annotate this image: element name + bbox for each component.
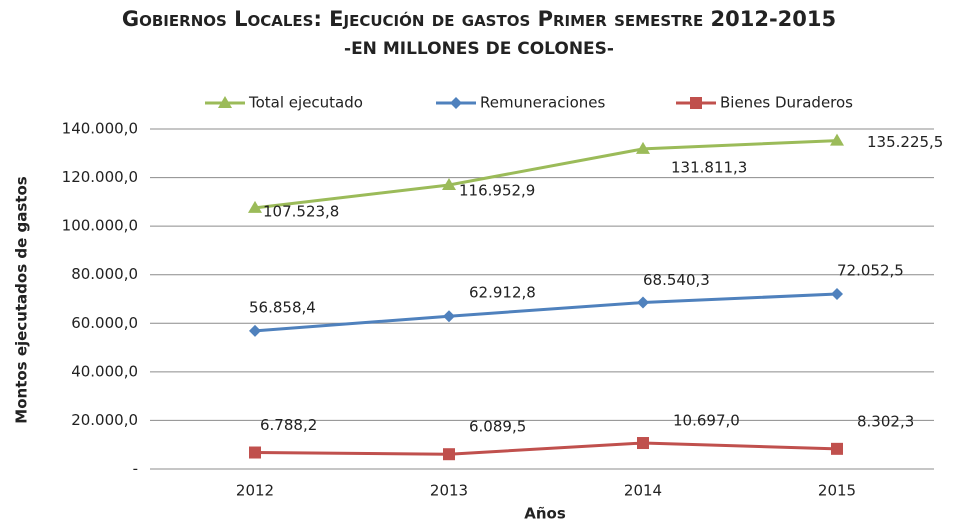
marker [443,310,455,323]
data-label: 72.052,5 [837,262,904,280]
x-axis-label: Años [524,505,566,523]
legend-label: Remuneraciones [480,94,606,112]
series-line [254,292,838,333]
data-label: 135.225,5 [867,133,943,151]
y-axis-label: Montos ejecutados de gastos [13,176,31,423]
marker [637,437,649,450]
marker [831,442,843,455]
marker [636,141,650,154]
marker [830,133,844,146]
data-label: 56.858,4 [249,298,316,316]
y-tick-label: 120.000,0 [62,168,138,186]
data-label: 107.523,8 [263,202,339,220]
data-label: 6.788,2 [260,416,317,434]
chart-title: Gobiernos Locales: Ejecución de gastos P… [122,7,836,31]
chart-subtitle: -EN MILLONES DE COLONES- [344,39,614,59]
marker [249,446,261,459]
data-label: 6.089,5 [469,418,526,436]
series-line [254,139,838,210]
marker [637,296,649,309]
data-label: 116.952,9 [459,181,535,199]
marker [248,200,262,213]
x-tick-label: 2015 [818,482,856,500]
series-line [254,441,838,456]
y-tick-label: 20.000,0 [71,411,138,429]
y-tick-label: 80.000,0 [71,265,138,283]
marker [450,97,462,109]
data-label: 10.697,0 [673,412,740,430]
y-tick-label: - [133,460,138,478]
data-label: 131.811,3 [671,158,747,176]
y-tick-label: 140.000,0 [62,120,138,138]
marker [831,288,843,301]
marker [443,448,455,461]
x-tick-label: 2012 [236,482,274,500]
marker [690,97,702,109]
y-tick-label: 40.000,0 [71,362,138,380]
legend-label: Total ejecutado [248,94,363,112]
data-label: 62.912,8 [469,284,536,302]
x-tick-label: 2013 [430,482,468,500]
marker [249,324,261,337]
y-tick-label: 60.000,0 [71,314,138,332]
x-tick-label: 2014 [624,482,662,500]
y-tick-label: 100.000,0 [62,217,138,235]
marker [218,96,232,108]
data-label: 68.540,3 [643,271,710,289]
marker [442,177,456,190]
legend-label: Bienes Duraderos [720,94,853,112]
data-label: 8.302,3 [857,412,914,430]
